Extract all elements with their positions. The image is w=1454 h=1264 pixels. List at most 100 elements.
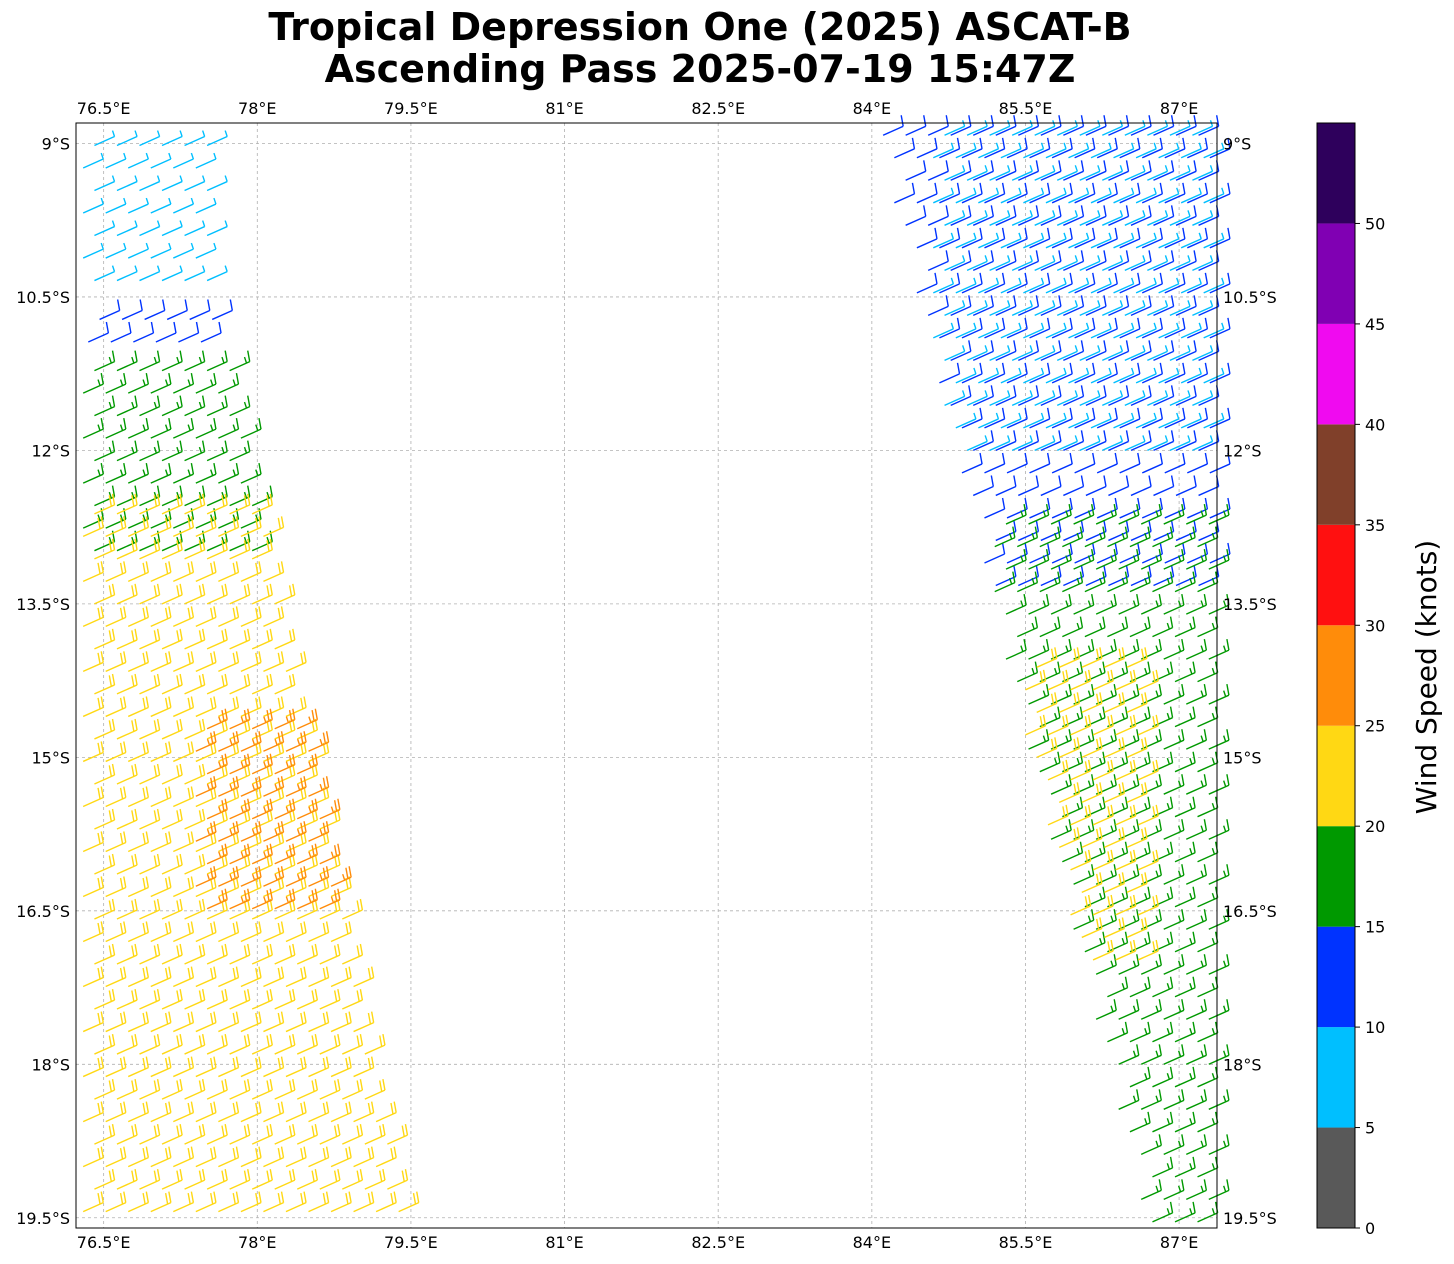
- wind-barb: [1006, 317, 1028, 339]
- wind-barb: [139, 130, 161, 147]
- wind-barb: [263, 876, 285, 898]
- wind-barb: [1034, 210, 1056, 226]
- wind-barb: [1108, 430, 1130, 452]
- wind-barb: [961, 182, 983, 204]
- wind-barb: [173, 418, 195, 439]
- wind-barb: [927, 160, 949, 181]
- wind-barb: [1108, 160, 1130, 181]
- wind-barb: [966, 255, 988, 271]
- wind-barb: [1063, 340, 1085, 362]
- wind-barb: [1163, 909, 1185, 930]
- wind-barb: [1096, 317, 1118, 339]
- wind-barb: [82, 921, 104, 943]
- wind-barb: [240, 418, 262, 439]
- wind-barb: [1062, 751, 1084, 773]
- wind-barb: [1107, 751, 1129, 773]
- wind-barb: [1141, 227, 1164, 249]
- wind-barb: [105, 516, 127, 537]
- wind-barb: [1197, 706, 1219, 728]
- wind-barb: [82, 696, 104, 718]
- wind-barb: [173, 152, 195, 169]
- wind-barb: [984, 407, 1006, 429]
- wind-barb: [1119, 407, 1141, 429]
- wind-barb: [184, 853, 206, 875]
- wind-barb: [1163, 548, 1185, 570]
- wind-barb: [1023, 142, 1045, 159]
- wind-barb: [966, 210, 988, 226]
- wind-barb: [229, 440, 251, 462]
- wind-barb: [1113, 367, 1135, 384]
- wind-barb: [1113, 187, 1135, 204]
- wind-barb: [263, 606, 285, 628]
- wind-barb: [105, 1146, 127, 1168]
- lon-tick-label-bottom: 76.5°E: [77, 1233, 131, 1252]
- wind-barb: [995, 205, 1017, 226]
- wind-barb: [1185, 684, 1208, 705]
- wind-barb: [161, 898, 183, 920]
- wind-barb: [1074, 272, 1096, 294]
- wind-barb: [308, 1191, 330, 1213]
- lon-tick-label-bottom: 78°E: [238, 1233, 276, 1252]
- wind-barb: [195, 831, 217, 853]
- wind-barb: [1051, 452, 1073, 474]
- wind-barb: [274, 1033, 296, 1055]
- wind-barb: [939, 227, 961, 249]
- wind-barb: [1208, 503, 1230, 525]
- wind-barb: [961, 272, 983, 294]
- wind-barb: [82, 1056, 104, 1078]
- wind-barb: [1107, 931, 1129, 953]
- wind-barb: [1175, 205, 1197, 226]
- lat-tick-label-right: 15°S: [1223, 748, 1262, 767]
- wind-barb: [161, 853, 183, 875]
- wind-barb: [206, 628, 228, 650]
- wind-barb: [195, 1146, 217, 1168]
- wind-barb: [139, 1124, 161, 1145]
- wind-barb: [1130, 250, 1152, 271]
- wind-barb: [1153, 385, 1175, 407]
- wind-barb: [1163, 1179, 1185, 1200]
- wind-barb: [206, 538, 228, 560]
- wind-barb: [139, 1033, 161, 1055]
- wind-barb: [161, 1078, 183, 1100]
- wind-barb: [1147, 435, 1169, 452]
- wind-barb: [1051, 317, 1073, 339]
- wind-barb: [1063, 115, 1085, 136]
- wind-barb: [263, 696, 285, 718]
- wind-barb: [1126, 917, 1148, 939]
- wind-barb: [978, 412, 1000, 429]
- wind-barb: [1180, 412, 1202, 429]
- wind-barb: [285, 786, 307, 808]
- wind-barb: [1073, 909, 1095, 930]
- wind-barb: [1070, 804, 1092, 826]
- colorbar-tick-label: 10: [1365, 1018, 1385, 1037]
- wind-barb: [1187, 227, 1209, 249]
- wind-barb: [82, 1191, 104, 1213]
- wind-barb: [105, 651, 127, 673]
- wind-barb: [296, 1124, 319, 1145]
- wind-barb: [195, 786, 217, 808]
- wind-barb: [1163, 774, 1185, 795]
- colorbar-tick-label: 45: [1365, 315, 1385, 334]
- wind-barb: [1153, 340, 1175, 362]
- wind-barb: [1197, 1201, 1219, 1223]
- wind-barb: [1040, 430, 1062, 452]
- wind-barb: [116, 718, 138, 740]
- wind-barb: [195, 463, 217, 484]
- wind-barb: [905, 205, 927, 226]
- wind-barb: [206, 395, 228, 417]
- wind-barb: [240, 516, 262, 537]
- wind-barb: [296, 763, 319, 785]
- wind-barb: [139, 493, 161, 515]
- wind-barb: [1104, 872, 1126, 894]
- wind-barb: [251, 808, 273, 830]
- wind-barb: [1187, 362, 1209, 384]
- wind-barb: [1107, 841, 1129, 863]
- wind-barb: [1209, 497, 1231, 519]
- wind-barb: [955, 322, 977, 339]
- wind-barb: [1095, 999, 1117, 1020]
- wind-barb: [263, 1146, 285, 1168]
- wind-barb: [353, 1191, 375, 1213]
- lat-tick-label-left: 18°S: [31, 1055, 70, 1074]
- wind-barb: [1058, 737, 1081, 758]
- wind-barb: [1006, 182, 1028, 204]
